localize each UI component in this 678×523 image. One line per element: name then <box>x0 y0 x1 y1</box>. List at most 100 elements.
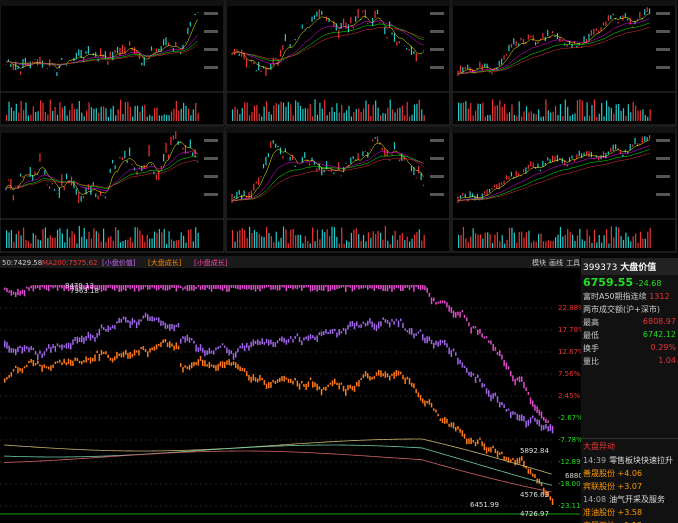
candle <box>318 332 321 336</box>
news-title: 大盘异动 <box>581 438 678 454</box>
volume-bar <box>112 241 114 248</box>
news-item[interactable]: 宾联股份 +3.07 <box>581 480 678 493</box>
tag[interactable]: [小盘价值] <box>102 258 136 267</box>
candle <box>213 364 215 369</box>
candle <box>375 324 378 332</box>
candle <box>479 328 481 334</box>
candle <box>105 285 107 291</box>
quote-row: 换手 0.29% <box>581 342 678 355</box>
volume-bar <box>261 116 263 121</box>
candle <box>52 364 54 368</box>
menu[interactable]: 画线 <box>549 258 563 267</box>
candle <box>232 285 235 288</box>
candle <box>521 414 523 422</box>
candle <box>72 285 74 291</box>
volume-bar <box>156 107 158 121</box>
volume-bar <box>144 241 146 248</box>
volume-bar <box>232 230 234 248</box>
candle <box>37 353 39 360</box>
volume-bar <box>382 112 384 121</box>
news-item[interactable]: 14:39 零售板块快速拉升 <box>581 454 678 467</box>
candle <box>364 323 367 327</box>
news-item[interactable]: 14:08 油气开采及服务 <box>581 493 678 506</box>
candle <box>496 352 499 356</box>
candle <box>492 344 494 351</box>
news-item[interactable]: 准油股份 +3.58 <box>581 506 678 519</box>
candle <box>151 316 153 322</box>
candle <box>261 377 263 381</box>
candle <box>516 458 519 465</box>
menu[interactable]: 工具 <box>566 259 580 267</box>
candle <box>285 285 288 292</box>
volume-bar <box>56 229 59 248</box>
candle <box>26 364 28 368</box>
candle <box>404 285 406 289</box>
candle <box>457 426 459 430</box>
menu[interactable]: 模块 <box>532 258 546 267</box>
volume-bar <box>129 106 131 121</box>
candle <box>208 285 211 290</box>
candle <box>4 378 6 383</box>
volume-bar <box>66 228 68 248</box>
candle <box>301 340 303 346</box>
volume-bar <box>124 239 127 248</box>
volume-bar <box>379 115 382 121</box>
news-item[interactable]: 善晟股份 +4.06 <box>581 467 678 480</box>
candle <box>87 358 90 361</box>
tag[interactable]: [小盘成长] <box>194 258 228 267</box>
candle <box>474 376 477 383</box>
candle <box>48 344 50 349</box>
volume-bar <box>375 233 377 248</box>
candle <box>153 285 156 289</box>
volume-bar <box>81 236 83 248</box>
candle <box>12 291 15 295</box>
candle <box>349 285 351 288</box>
candle <box>118 285 120 292</box>
candle <box>272 379 274 383</box>
volume-bar <box>71 231 73 248</box>
volume-bar <box>516 242 518 248</box>
candle <box>510 370 512 377</box>
candle <box>510 411 512 419</box>
volume-bar <box>625 115 627 121</box>
candle <box>175 285 178 292</box>
candle <box>481 382 483 388</box>
candle <box>296 333 299 337</box>
volume-bar <box>241 107 243 121</box>
candle <box>382 373 384 377</box>
candle <box>320 331 323 337</box>
volume-bar <box>265 101 268 121</box>
volume-bar <box>122 113 124 121</box>
volume-bar <box>557 234 559 248</box>
candle <box>28 347 30 353</box>
candle <box>265 285 268 288</box>
candle <box>334 328 336 332</box>
volume-bar <box>15 233 17 248</box>
volume-bar <box>314 99 316 121</box>
ma-line <box>457 13 650 75</box>
candle <box>136 285 138 289</box>
candle <box>257 339 259 345</box>
candle <box>415 388 417 394</box>
candle <box>59 285 61 288</box>
volume-bar <box>107 237 110 248</box>
tag[interactable]: [大盘成长] <box>148 258 182 267</box>
volume-bar <box>562 236 564 248</box>
axis-label <box>656 12 670 15</box>
candle <box>540 483 543 486</box>
volume-bar <box>518 101 520 121</box>
ma-line <box>5 151 198 191</box>
candle <box>162 321 164 326</box>
volume-bar <box>185 105 187 121</box>
candle <box>428 336 431 342</box>
axis-label <box>656 66 670 69</box>
candle <box>488 447 490 452</box>
candle <box>32 347 35 351</box>
panel <box>0 126 225 253</box>
volume-bar <box>584 116 586 121</box>
candle <box>87 331 90 339</box>
news-item[interactable]: 中曼石油 +1.13 <box>581 519 678 523</box>
candle <box>320 285 323 291</box>
volume-bar <box>285 106 287 121</box>
